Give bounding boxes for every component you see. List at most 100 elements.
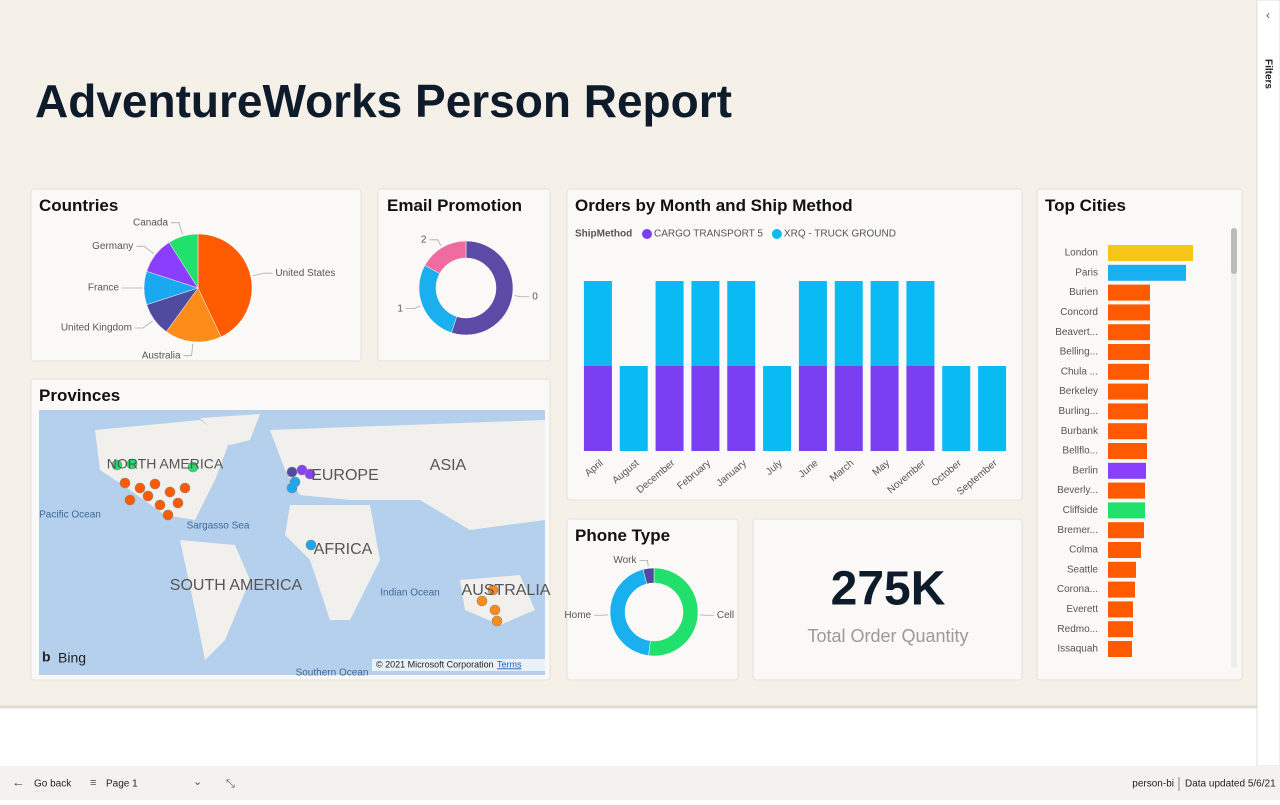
y-tick-label: Cliffside xyxy=(1063,505,1099,516)
bar xyxy=(1108,542,1141,558)
bar xyxy=(691,366,719,451)
bar xyxy=(727,281,755,366)
panel-title: Top Cities xyxy=(1045,196,1126,215)
y-tick-label: Everett xyxy=(1066,604,1098,615)
status-bar xyxy=(0,766,1280,800)
bar xyxy=(1108,384,1148,400)
back-icon[interactable]: ← xyxy=(12,774,25,789)
y-tick-label: Redmo... xyxy=(1057,624,1098,635)
slice-label: 0 xyxy=(532,291,538,302)
panel-title: Provinces xyxy=(39,386,120,405)
bar xyxy=(620,366,648,451)
map-label: Pacific Ocean xyxy=(39,510,101,521)
bar xyxy=(1108,601,1133,617)
page-selector[interactable]: Page 1 xyxy=(106,779,138,790)
terms-link[interactable]: Terms xyxy=(497,659,522,669)
map-label: EUROPE xyxy=(311,467,379,484)
filters-pane[interactable] xyxy=(1257,0,1280,766)
y-tick-label: Paris xyxy=(1075,267,1098,278)
bar xyxy=(1108,344,1150,360)
legend-entry: XRQ - TRUCK GROUND xyxy=(784,229,896,240)
bing-icon: b xyxy=(42,649,51,665)
slice-label: Germany xyxy=(92,241,133,252)
y-tick-label: Concord xyxy=(1060,307,1098,318)
legend-title: ShipMethod xyxy=(575,229,632,240)
bar xyxy=(1108,641,1132,657)
panel-title: Countries xyxy=(39,196,118,215)
y-tick-label: Bremer... xyxy=(1057,525,1098,536)
dot xyxy=(165,487,175,497)
y-tick-label: Beverly... xyxy=(1057,485,1098,496)
map[interactable] xyxy=(39,410,545,675)
collapse-icon[interactable]: ‹ xyxy=(1266,8,1270,22)
y-tick-label: Corona... xyxy=(1057,584,1098,595)
bar xyxy=(1108,324,1150,340)
bar xyxy=(1108,245,1193,261)
dot xyxy=(155,500,165,510)
bar xyxy=(871,366,899,451)
slice-label: Cell xyxy=(717,610,734,621)
bar xyxy=(942,366,970,451)
dot xyxy=(125,495,135,505)
dot xyxy=(287,483,297,493)
fit-icon[interactable]: ⤡ xyxy=(226,778,235,790)
dot xyxy=(287,467,297,477)
bar xyxy=(1108,443,1147,459)
bar xyxy=(1108,463,1146,479)
canvas-bottom xyxy=(0,706,1257,766)
page-dropdown[interactable]: ⌄ xyxy=(193,776,202,788)
dot xyxy=(180,483,190,493)
copyright: © 2021 Microsoft Corporation xyxy=(376,659,494,669)
y-tick-label: Burling... xyxy=(1059,406,1098,417)
legend-marker xyxy=(642,229,652,239)
y-tick-label: Bellflo... xyxy=(1062,446,1098,457)
go-back[interactable]: Go back xyxy=(34,779,72,790)
legend-marker xyxy=(772,229,782,239)
bar xyxy=(1108,304,1150,320)
slice-label: Canada xyxy=(133,217,168,228)
map-label: AUSTRALIA xyxy=(462,582,551,599)
bar xyxy=(1108,502,1145,518)
dot xyxy=(150,479,160,489)
dot xyxy=(173,498,183,508)
panel-title: Email Promotion xyxy=(387,196,522,215)
y-tick-label: London xyxy=(1065,248,1098,259)
bar xyxy=(727,366,755,451)
y-tick-label: Beavert... xyxy=(1055,327,1098,338)
dot xyxy=(492,616,502,626)
dot xyxy=(163,510,173,520)
dot xyxy=(120,478,130,488)
slice-label: United Kingdom xyxy=(61,323,132,334)
slice-label: 2 xyxy=(421,234,427,245)
bar xyxy=(906,366,934,451)
slice-label: Australia xyxy=(142,350,181,361)
page-icon: ≡ xyxy=(90,777,96,789)
bar xyxy=(1108,265,1186,281)
bar xyxy=(978,366,1006,451)
dot xyxy=(143,491,153,501)
scrollbar[interactable] xyxy=(1231,228,1237,274)
y-tick-label: Chula ... xyxy=(1061,366,1098,377)
bar xyxy=(1108,483,1145,499)
y-tick-label: Burbank xyxy=(1061,426,1099,437)
report-title: AdventureWorks Person Report xyxy=(35,75,732,127)
bar xyxy=(656,366,684,451)
map-label: ASIA xyxy=(430,457,467,474)
bar xyxy=(691,281,719,366)
map-label: Sargasso Sea xyxy=(187,521,250,532)
legend-entry: CARGO TRANSPORT 5 xyxy=(654,229,763,240)
y-tick-label: Burien xyxy=(1069,287,1098,298)
bar xyxy=(584,366,612,451)
bar xyxy=(1108,582,1135,598)
slice-label: Work xyxy=(613,555,637,566)
slice-label: 1 xyxy=(397,303,403,314)
bar xyxy=(1108,285,1150,301)
y-tick-label: Berlin xyxy=(1072,465,1098,476)
y-tick-label: Berkeley xyxy=(1059,386,1098,397)
card-value: 275K xyxy=(831,563,946,616)
map-label: Southern Ocean xyxy=(296,668,369,679)
bar xyxy=(835,366,863,451)
card-label: Total Order Quantity xyxy=(807,626,968,646)
filters-label[interactable]: Filters xyxy=(1262,59,1273,89)
